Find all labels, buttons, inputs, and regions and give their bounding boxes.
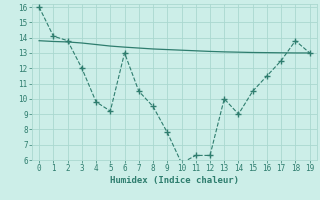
X-axis label: Humidex (Indice chaleur): Humidex (Indice chaleur) (110, 176, 239, 185)
